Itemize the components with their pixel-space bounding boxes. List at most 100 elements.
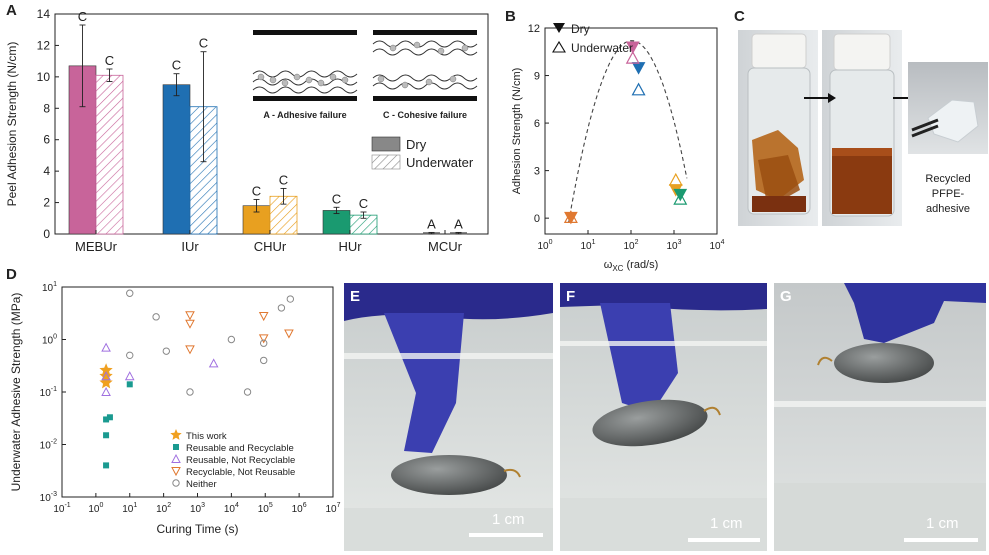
- xtick-label-d: 100: [88, 502, 103, 515]
- photo-recycling: Recycled PFPE- adhesive: [738, 30, 988, 226]
- xtick-label-d: 103: [190, 502, 205, 515]
- point-recyclable-not-reusable-4: [258, 334, 269, 344]
- point-underwater-2: [563, 210, 578, 223]
- xtick-label-b: 100: [537, 239, 552, 252]
- point-recyclable-not-reusable-3: [258, 312, 269, 322]
- point-neither-5: [227, 335, 236, 344]
- point-recyclable-not-reusable-0: [185, 311, 195, 321]
- legend-marker-neither: [172, 479, 180, 487]
- ytick-label-d: 10-3: [40, 491, 57, 504]
- bar-underwater-mebur: [95, 74, 124, 235]
- ytick-label-a: 10: [37, 70, 51, 84]
- sig-letter-underwater-hur: C: [359, 196, 368, 211]
- xtick-label-b: 104: [709, 239, 724, 252]
- legend-label-d-4: Neither: [186, 479, 217, 490]
- point-recyclable-not-reusable-5: [284, 329, 294, 339]
- caption-line1: Recycled: [925, 173, 970, 185]
- sig-letter-dry-hur: C: [332, 191, 341, 206]
- ytick-label-b: 0: [534, 213, 540, 225]
- xtick-label-d: 106: [292, 502, 307, 515]
- xtick-label-d: 102: [156, 502, 171, 515]
- axes-frame-b: [544, 27, 718, 235]
- chart-peel-adhesion: 0 2 4 6 8 10 12 14 Peel Adhesion Strength (N/cm)…: [5, 7, 489, 254]
- ytick-label-a: 8: [43, 101, 50, 115]
- photo-e: 1 cm: [344, 283, 553, 551]
- xtick-label-d: 101: [122, 502, 137, 515]
- fit-curve-b: [568, 40, 688, 223]
- scalebar-label-f: 1 cm: [710, 515, 743, 532]
- ytick-label-a: 2: [43, 196, 50, 210]
- ytick-label-d: 100: [42, 334, 57, 347]
- legend-marker-dry: [553, 23, 565, 33]
- point-this-work-2: [99, 375, 113, 389]
- panel-label-g: G: [780, 288, 792, 305]
- glove-top: [344, 283, 553, 321]
- legend-label-dry-b: Dry: [571, 22, 590, 36]
- point-underwater-0: [625, 50, 640, 64]
- legend-label-dry: Dry: [406, 137, 427, 152]
- point-recyclable-not-reusable-1: [185, 319, 195, 329]
- caption-line3: adhesive: [926, 203, 970, 215]
- ylabel-b: Adhesion Strength (N/cm): [511, 68, 523, 195]
- point-neither-10: [286, 295, 295, 303]
- chart-underwater-vs-curing: 10-1 100 101 102 103 104 105 106 107 10-3 10-2 10-1…: [9, 281, 341, 536]
- panel-label-e: E: [350, 288, 361, 305]
- bar-dry-iur: [162, 84, 191, 235]
- legend-marker-this-work: [170, 429, 182, 440]
- photo-e-art: [344, 283, 553, 551]
- xlabel-b: ωXC (rad/s): [604, 259, 659, 273]
- glove-finger-f: [600, 303, 678, 413]
- point-reusable-recyclable-4: [126, 381, 133, 388]
- inset-cohesive-failure: C - Cohesive failure: [372, 30, 478, 120]
- sinker-weight-g: [834, 343, 934, 383]
- point-neither-9: [277, 304, 286, 312]
- point-neither-2: [152, 313, 160, 321]
- glove-g: [844, 283, 986, 343]
- sig-letter-underwater-iur: C: [199, 36, 208, 51]
- legend-label-d-2: Reusable, Not Recyclable: [186, 455, 295, 466]
- legend-marker-recyclable-not-reusable: [171, 467, 181, 477]
- recycling-photo-art: Recycled PFPE- adhesive: [738, 30, 988, 226]
- panel-label-a: A: [6, 2, 17, 19]
- photo-g-art: [774, 283, 986, 551]
- legend-swatch-dry: [371, 136, 401, 152]
- inset-adhesive-failure: A - Adhesive failure: [252, 30, 358, 120]
- point-dry-1: [631, 62, 646, 75]
- point-reusable-not-recyclable-3: [124, 371, 135, 381]
- panel-label-c: C: [734, 8, 745, 25]
- photo-f: 1 cm: [560, 283, 767, 551]
- photo-g: 1 cm: [774, 283, 986, 551]
- sig-letter-dry-iur: C: [172, 58, 181, 73]
- sig-letter-underwater-mcur: A: [454, 216, 463, 231]
- category-label-hur: HUr: [338, 239, 362, 254]
- ytick-label-b: 3: [534, 166, 540, 178]
- legend-label-underwater-b: Underwater: [571, 41, 633, 55]
- ytick-label-b: 12: [528, 23, 540, 35]
- recycled-adhesive: [927, 99, 979, 143]
- point-neither-3: [162, 347, 171, 355]
- panel-label-b: B: [505, 8, 516, 25]
- scalebar-label-g: 1 cm: [926, 515, 959, 532]
- point-reusable-recyclable-3: [106, 414, 113, 421]
- vial1-cap: [751, 33, 807, 69]
- sinker-weight: [391, 455, 507, 495]
- xtick-label-d: 104: [224, 502, 239, 515]
- vial2-cap: [833, 33, 891, 71]
- ytick-label-b: 9: [534, 71, 540, 83]
- sig-letter-underwater-chur: C: [279, 172, 288, 187]
- point-neither-6: [243, 388, 252, 396]
- xtick-label-d: 10-1: [53, 502, 70, 515]
- ytick-label-a: 4: [43, 164, 50, 178]
- panel-label-d: D: [6, 266, 17, 283]
- point-recyclable-not-reusable-2: [185, 345, 195, 355]
- ytick-label-d: 10-2: [40, 439, 57, 452]
- caption-line2: PFPE-: [932, 188, 965, 200]
- point-reusable-recyclable-0: [103, 462, 110, 469]
- legend-swatch-underwater: [371, 154, 401, 170]
- ytick-label-d: 10-1: [40, 386, 57, 399]
- point-reusable-recyclable-2: [103, 416, 110, 423]
- point-reusable-not-recyclable-1: [101, 371, 111, 381]
- xtick-label-d: 105: [258, 502, 273, 515]
- point-reusable-not-recyclable-4: [208, 358, 219, 368]
- legend-label-d-1: Reusable and Recyclable: [186, 443, 294, 454]
